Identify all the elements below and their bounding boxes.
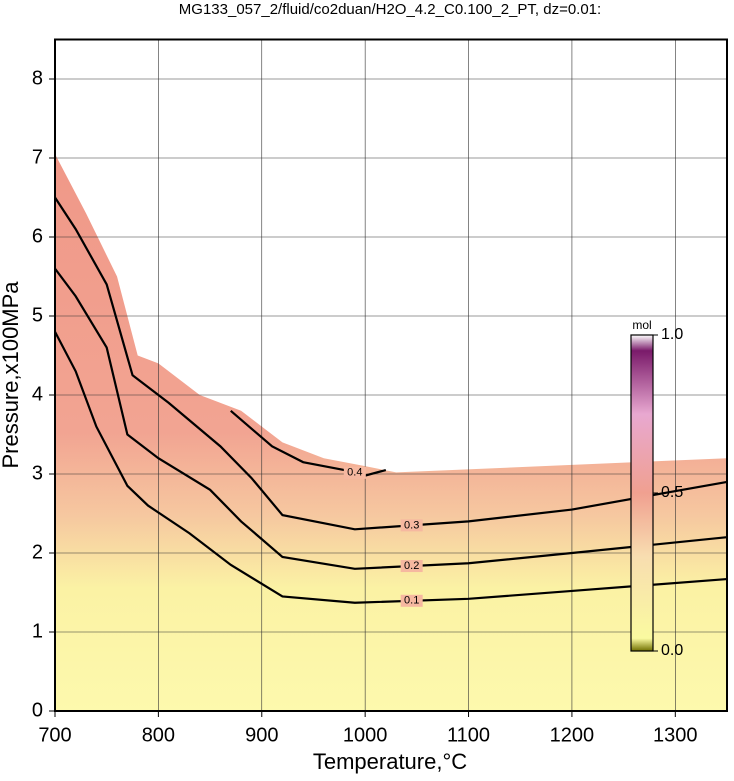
plot-frame	[54, 38, 728, 712]
contour-label-bg	[400, 594, 423, 607]
contour-line	[54, 267, 728, 570]
contour-label-bg	[400, 560, 423, 573]
contour-label: 0.3	[404, 519, 419, 531]
colorbar-tick-label: 1.0	[661, 326, 683, 343]
chart-title: MG133_057_2/fluid/co2duan/H2O_4.2_C0.100…	[179, 1, 601, 18]
y-axis-label: Pressure,x100MPa	[0, 281, 23, 469]
y-tick-label: 8	[32, 67, 43, 89]
x-tick-label: 1100	[447, 724, 490, 746]
y-tick-label: 0	[32, 699, 43, 721]
y-tick-label: 2	[32, 541, 43, 563]
contour-label: 0.1	[404, 595, 419, 607]
y-tick-label: 5	[32, 304, 43, 326]
contour-label: 0.2	[404, 560, 419, 572]
data-region	[55, 154, 727, 712]
x-tick-label: 1200	[550, 724, 595, 746]
x-tick-label: 800	[142, 724, 175, 746]
y-tick-label: 3	[32, 462, 43, 484]
y-tick-label: 7	[32, 146, 43, 168]
x-tick-label: 700	[38, 724, 71, 746]
x-tick-label: 900	[245, 724, 278, 746]
contour-label-bg	[400, 519, 423, 532]
y-tick-label: 1	[32, 620, 43, 642]
colorbar-tick-label: 0.0	[661, 642, 683, 659]
x-tick-label: 1000	[343, 724, 388, 746]
y-tick-label: 4	[32, 383, 43, 405]
colorbar-label: mol	[632, 318, 651, 332]
colorbar	[630, 334, 654, 652]
contour-line	[230, 409, 387, 477]
x-tick-label: 1300	[653, 724, 698, 746]
y-tick-label: 6	[32, 225, 43, 247]
contour-label-bg	[343, 466, 366, 479]
contour-line	[54, 331, 728, 604]
colorbar-tick-label: 0.5	[661, 484, 683, 501]
x-axis-label: Temperature,°C	[313, 749, 467, 774]
contour-line	[54, 196, 728, 531]
contour-label: 0.4	[347, 467, 362, 479]
